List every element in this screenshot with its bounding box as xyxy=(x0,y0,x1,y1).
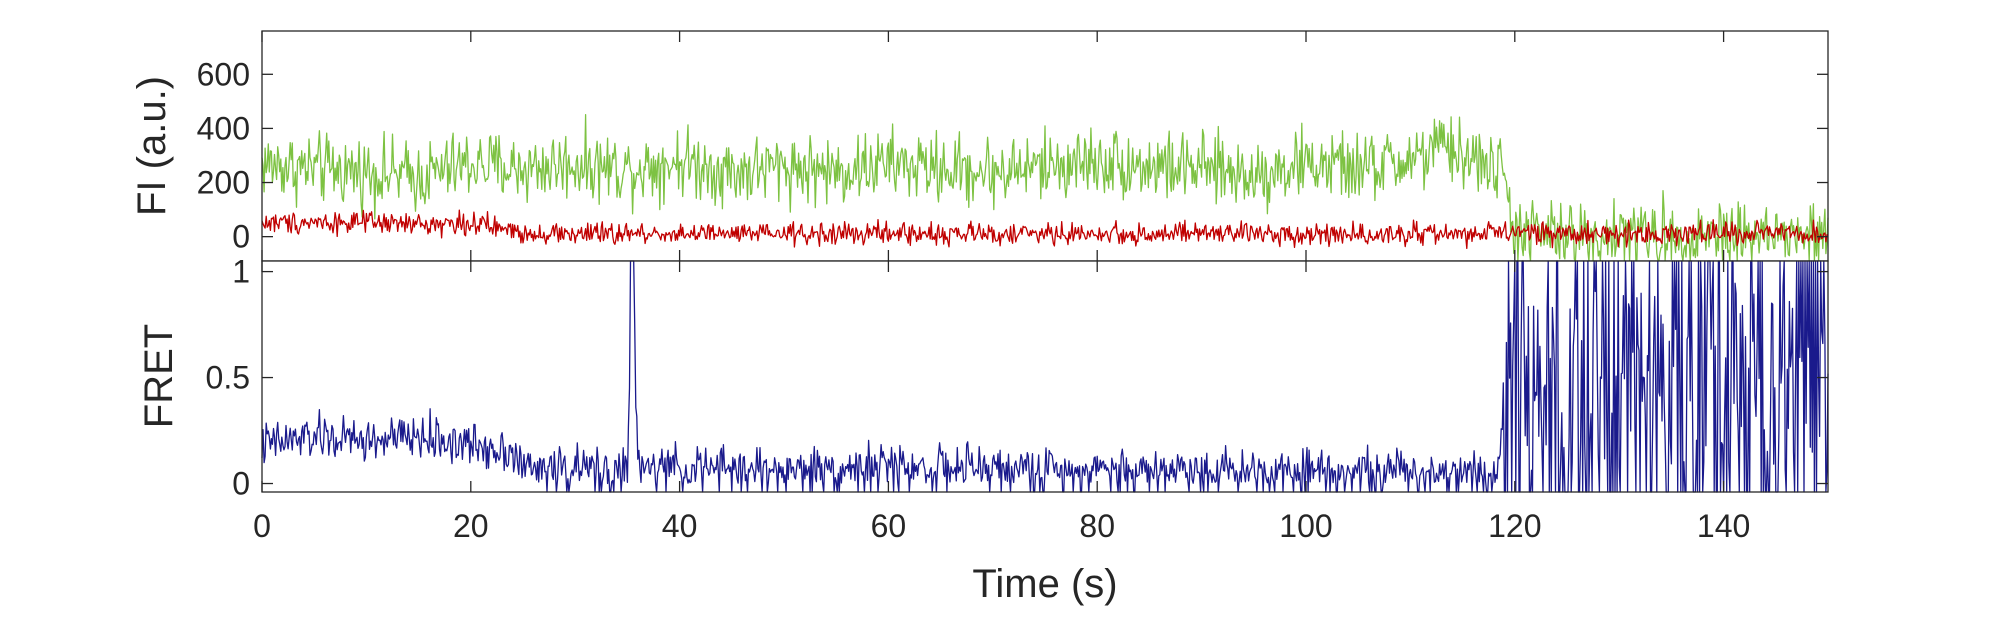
fret-xtick-label: 40 xyxy=(662,508,698,544)
intensity-ytick-label: 200 xyxy=(197,165,250,201)
fret-ticks: 0 0.5 1 0 20 40 60 80 100 120 140 xyxy=(206,254,1828,544)
intensity-ytick-label: 400 xyxy=(197,110,250,146)
fret-xtick-label: 140 xyxy=(1697,508,1750,544)
fret-xtick-label: 20 xyxy=(453,508,489,544)
fret-xtick-label: 100 xyxy=(1279,508,1332,544)
intensity-ytick-label: 600 xyxy=(197,56,250,92)
fret-panel: 0 0.5 1 0 20 40 60 80 100 120 140 FRET Time (s) xyxy=(137,254,1829,606)
intensity-traces xyxy=(261,114,1829,262)
fret-xtick-label: 60 xyxy=(871,508,907,544)
fret-y-axis-label: FRET xyxy=(137,324,181,428)
intensity-series-line-2 xyxy=(261,209,1829,250)
fret-ytick-label: 0.5 xyxy=(206,360,250,396)
fret-xtick-label: 0 xyxy=(253,508,271,544)
fret-ytick-label: 0 xyxy=(232,466,250,502)
intensity-panel: 0 200 400 600 FI (a.u.) xyxy=(130,30,1829,262)
fret-xtick-label: 80 xyxy=(1079,508,1115,544)
fret-plot-area xyxy=(262,261,1828,492)
fret-xtick-label: 120 xyxy=(1488,508,1541,544)
time-x-axis-label: Time (s) xyxy=(972,562,1117,606)
intensity-series-line-1 xyxy=(261,114,1829,262)
fret-axes-box xyxy=(261,260,1829,493)
intensity-ytick-label: 0 xyxy=(232,219,250,255)
intensity-ticks: 0 200 400 600 xyxy=(197,31,1828,261)
fret-ytick-label: 1 xyxy=(232,254,250,290)
intensity-y-axis-label: FI (a.u.) xyxy=(130,76,174,216)
